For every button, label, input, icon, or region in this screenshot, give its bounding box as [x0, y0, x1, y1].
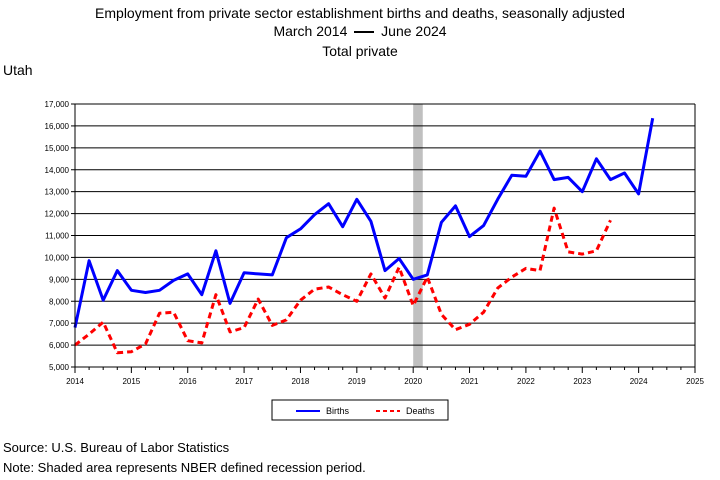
y-tick-label: 5,000 — [49, 363, 70, 372]
y-tick-label: 9,000 — [49, 275, 70, 284]
y-tick-label: 8,000 — [49, 297, 70, 306]
chart-subtitle: March 2014 June 2024 — [0, 22, 720, 40]
x-tick-label: 2022 — [517, 377, 535, 386]
series-line-births — [73, 117, 655, 328]
x-tick-label: 2018 — [292, 377, 310, 386]
series-lines — [73, 117, 655, 355]
subtitle-end: June 2024 — [381, 23, 447, 39]
x-tick-label: 2024 — [630, 377, 648, 386]
y-tick-label: 14,000 — [45, 166, 70, 175]
y-tick-label: 11,000 — [45, 232, 69, 241]
recession-note: Note: Shaded area represents NBER define… — [3, 460, 366, 475]
y-tick-label: 10,000 — [45, 253, 70, 262]
y-tick-label: 16,000 — [45, 122, 70, 131]
legend: Births Deaths — [271, 399, 449, 421]
legend-label-births: Births — [326, 406, 350, 416]
x-tick-label: 2025 — [686, 377, 704, 386]
legend-box — [271, 399, 449, 421]
subtitle-start: March 2014 — [273, 23, 348, 39]
subtitle-dash-icon — [354, 31, 375, 34]
legend-label-deaths: Deaths — [406, 406, 435, 416]
x-tick-label: 2023 — [573, 377, 591, 386]
chart-subtitle-2: Total private — [322, 43, 398, 59]
y-tick-label: 12,000 — [45, 210, 70, 219]
x-tick-label: 2016 — [179, 377, 197, 386]
axes: 5,000 6,000 7,000 8,000 9,000 10,000 11,000 12,… — [45, 100, 705, 386]
x-tick-label: 2017 — [235, 377, 253, 386]
x-tick-label: 2021 — [461, 377, 479, 386]
region-label: Utah — [3, 62, 33, 78]
y-tick-label: 17,000 — [45, 100, 70, 109]
y-tick-label: 7,000 — [49, 319, 70, 328]
x-tick-label: 2020 — [404, 377, 422, 386]
x-tick-label: 2014 — [66, 377, 84, 386]
chart-title: Employment from private sector establish… — [95, 5, 625, 21]
x-tick-label: 2015 — [122, 377, 140, 386]
x-tick-label: 2019 — [348, 377, 366, 386]
series-line-deaths — [74, 206, 612, 355]
y-tick-label: 15,000 — [45, 144, 70, 153]
y-tick-label: 6,000 — [49, 341, 70, 350]
source-note: Source: U.S. Bureau of Labor Statistics — [3, 440, 230, 455]
y-tick-label: 13,000 — [45, 188, 70, 197]
